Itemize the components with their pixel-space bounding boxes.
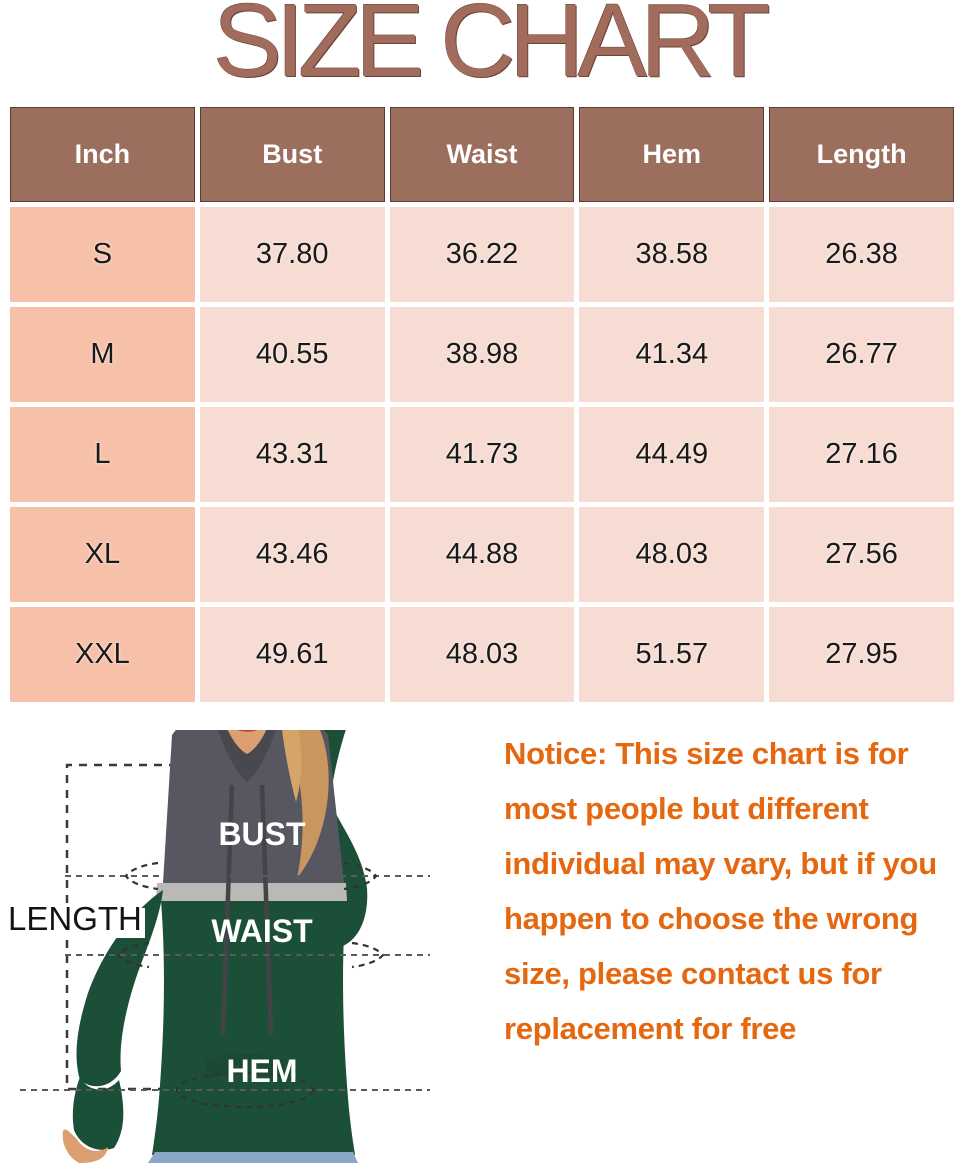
svg-text:HEM: HEM bbox=[226, 1053, 297, 1089]
svg-text:WAIST: WAIST bbox=[211, 913, 313, 949]
svg-text:LENGTH: LENGTH bbox=[8, 900, 142, 937]
svg-text:BUST: BUST bbox=[218, 816, 306, 852]
